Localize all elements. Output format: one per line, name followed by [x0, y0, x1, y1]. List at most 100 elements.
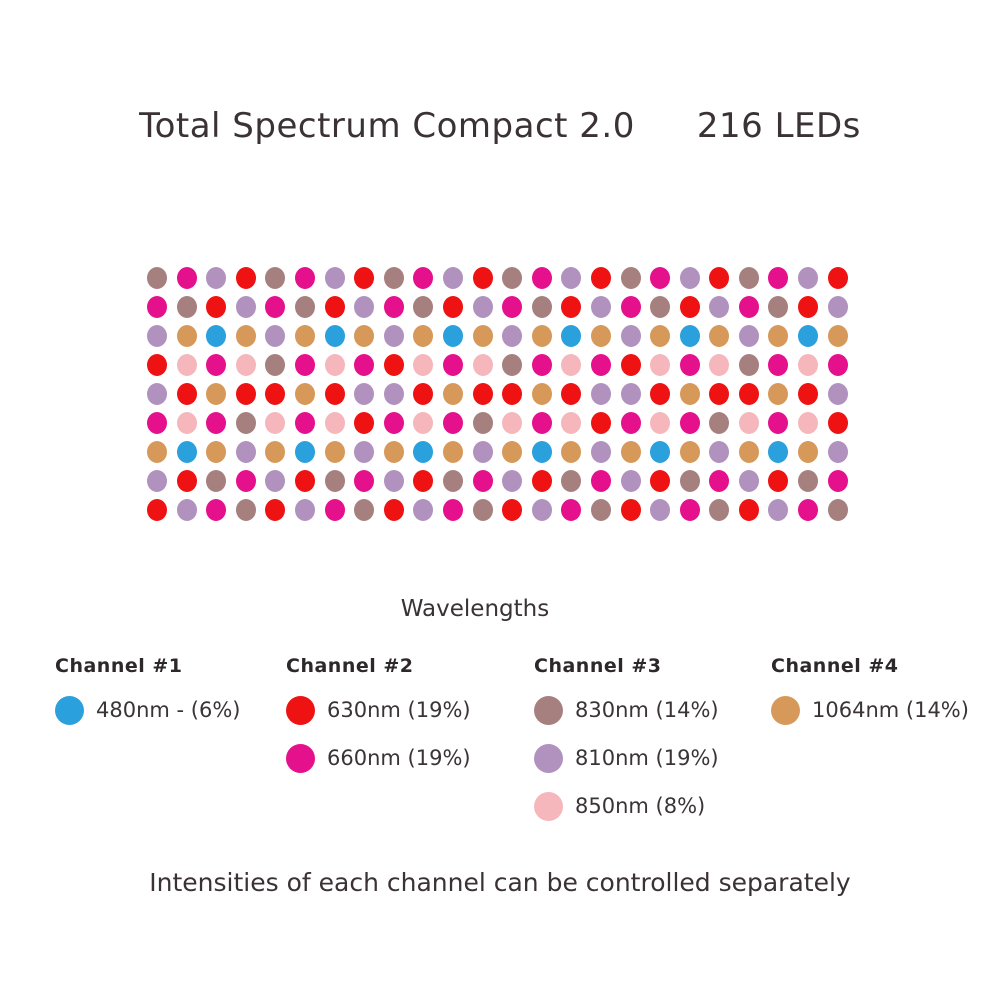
led-count: 216 LEDs: [696, 106, 861, 146]
led-dot-630nm: [265, 499, 286, 521]
led-dot-630nm: [472, 267, 493, 289]
led-dot-630nm: [235, 267, 256, 289]
led-dot-630nm: [383, 354, 404, 376]
led-dot-830nm: [147, 267, 167, 289]
led-dot-660nm: [798, 499, 819, 521]
legend-swatch-660nm: [286, 743, 315, 773]
legend-entry-810nm: 810nm (19%): [534, 743, 719, 773]
led-dot-660nm: [147, 296, 167, 318]
led-dot-630nm: [768, 470, 789, 492]
led-dot-630nm: [502, 499, 523, 521]
led-dot-1064nm: [206, 383, 227, 405]
legend-entry-label: 660nm (19%): [327, 746, 471, 770]
led-dot-630nm: [502, 383, 523, 405]
led-dot-1064nm: [147, 441, 167, 463]
led-dot-630nm: [561, 296, 582, 318]
led-dot-630nm: [324, 383, 345, 405]
led-dot-660nm: [679, 354, 700, 376]
led-dot-660nm: [590, 470, 611, 492]
led-dot-830nm: [650, 296, 671, 318]
led-dot-630nm: [738, 383, 759, 405]
led-dot-630nm: [590, 412, 611, 434]
led-dot-830nm: [324, 470, 345, 492]
led-dot-1064nm: [442, 441, 463, 463]
led-dot-810nm: [413, 499, 434, 521]
title-row: Total Spectrum Compact 2.0 216 LEDs: [0, 106, 1000, 146]
led-dot-850nm: [324, 412, 345, 434]
led-dot-480nm: [294, 441, 315, 463]
led-dot-630nm: [472, 383, 493, 405]
led-dot-660nm: [265, 296, 286, 318]
led-dot-630nm: [294, 470, 315, 492]
led-dot-830nm: [709, 499, 730, 521]
led-dot-810nm: [738, 325, 759, 347]
led-dot-850nm: [235, 354, 256, 376]
led-dot-660nm: [147, 412, 167, 434]
led-dot-810nm: [502, 470, 523, 492]
led-dot-1064nm: [383, 441, 404, 463]
led-dot-810nm: [206, 267, 227, 289]
led-dot-830nm: [679, 470, 700, 492]
led-dot-1064nm: [531, 383, 552, 405]
led-dot-1064nm: [650, 325, 671, 347]
led-dot-660nm: [354, 354, 375, 376]
led-dot-630nm: [531, 470, 552, 492]
led-dot-850nm: [176, 412, 197, 434]
led-dot-480nm: [176, 441, 197, 463]
led-dot-1064nm: [206, 441, 227, 463]
legend-channel-heading: Channel #4: [771, 655, 899, 677]
led-dot-1064nm: [561, 441, 582, 463]
legend-channel-2: Channel #2 630nm (19%) 660nm (19%): [286, 655, 471, 791]
led-dot-660nm: [827, 354, 848, 376]
led-dot-630nm: [709, 267, 730, 289]
led-dot-630nm: [442, 296, 463, 318]
led-dot-660nm: [413, 267, 434, 289]
led-dot-630nm: [650, 470, 671, 492]
led-dot-660nm: [442, 499, 463, 521]
led-dot-630nm: [265, 383, 286, 405]
led-dot-850nm: [265, 412, 286, 434]
led-dot-810nm: [650, 499, 671, 521]
led-dot-850nm: [413, 412, 434, 434]
led-dot-810nm: [502, 325, 523, 347]
led-dot-810nm: [235, 441, 256, 463]
legend-entry-label: 480nm - (6%): [96, 698, 241, 722]
led-dot-660nm: [531, 267, 552, 289]
led-dot-630nm: [354, 412, 375, 434]
led-dot-830nm: [472, 499, 493, 521]
legend-swatch-480nm: [55, 695, 84, 725]
legend-entry-660nm: 660nm (19%): [286, 743, 471, 773]
led-dot-810nm: [265, 470, 286, 492]
led-dot-480nm: [206, 325, 227, 347]
led-dot-1064nm: [768, 383, 789, 405]
legend-entry-label: 1064nm (14%): [812, 698, 969, 722]
led-dot-660nm: [294, 412, 315, 434]
led-dot-810nm: [827, 383, 848, 405]
led-dot-1064nm: [265, 441, 286, 463]
led-dot-810nm: [738, 470, 759, 492]
led-dot-810nm: [590, 383, 611, 405]
led-dot-830nm: [531, 296, 552, 318]
led-dot-660nm: [324, 499, 345, 521]
product-title: Total Spectrum Compact 2.0: [139, 106, 635, 146]
led-dot-830nm: [235, 499, 256, 521]
led-dot-810nm: [383, 383, 404, 405]
led-dot-1064nm: [354, 325, 375, 347]
led-dot-660nm: [620, 296, 641, 318]
led-dot-660nm: [620, 412, 641, 434]
led-dot-660nm: [354, 470, 375, 492]
led-dot-850nm: [176, 354, 197, 376]
led-dot-1064nm: [620, 441, 641, 463]
led-dot-630nm: [147, 354, 167, 376]
led-dot-830nm: [738, 354, 759, 376]
led-dot-810nm: [265, 325, 286, 347]
led-dot-630nm: [147, 499, 167, 521]
led-dot-630nm: [561, 383, 582, 405]
led-dot-810nm: [679, 267, 700, 289]
led-dot-660nm: [738, 296, 759, 318]
legend-swatch-1064nm: [771, 695, 800, 725]
legend-entry-label: 630nm (19%): [327, 698, 471, 722]
led-dot-850nm: [502, 412, 523, 434]
led-dot-1064nm: [768, 325, 789, 347]
